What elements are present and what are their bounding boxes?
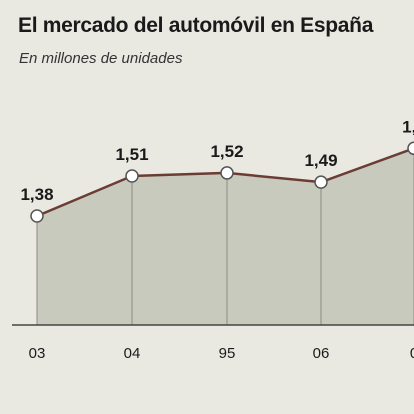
value-label-0: 1,38 <box>20 185 53 204</box>
data-point-4 <box>407 141 414 156</box>
value-label-1: 1,51 <box>115 145 148 164</box>
data-point-1 <box>125 169 139 183</box>
value-label-4: 1,6 <box>402 117 414 136</box>
x-tick-label-4: 0 <box>410 345 414 362</box>
x-tick-label-1: 04 <box>124 345 141 362</box>
x-tick-label-0: 03 <box>29 345 46 362</box>
x-tick-label-3: 06 <box>313 345 330 362</box>
data-point-0 <box>30 209 44 223</box>
value-label-3: 1,49 <box>304 151 337 170</box>
chart-title: El mercado del automóvil en España <box>18 14 374 37</box>
x-tick-label-2: 95 <box>219 345 236 362</box>
data-point-3 <box>314 175 328 189</box>
value-label-2: 1,52 <box>210 142 243 161</box>
chart-subtitle: En millones de unidades <box>19 50 183 67</box>
data-point-2 <box>220 166 234 180</box>
area-fill <box>37 148 414 325</box>
